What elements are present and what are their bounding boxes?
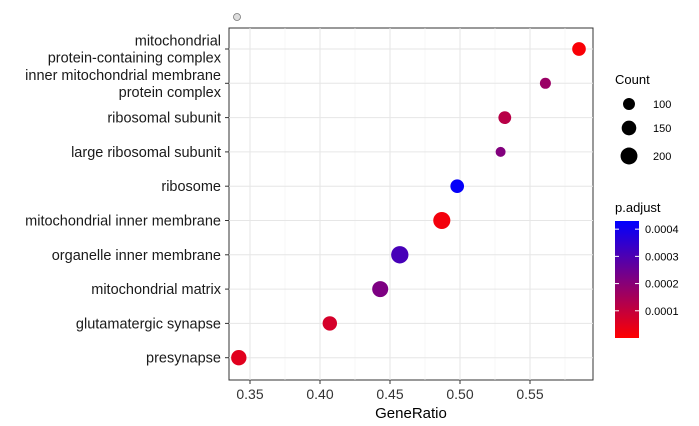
color-legend-label: 0.0003	[645, 251, 679, 263]
y-tick-label: inner mitochondrial membrane	[25, 68, 221, 84]
data-point	[231, 350, 247, 366]
y-tick-label: protein complex	[119, 85, 222, 101]
y-tick-label: presynapse	[146, 351, 221, 367]
x-axis-ticks	[249, 380, 531, 384]
size-legend-label: 200	[653, 151, 671, 163]
y-tick-label: ribosome	[161, 179, 221, 195]
x-axis-labels: 0.35 0.40 0.45 0.50 0.55	[236, 386, 543, 402]
panel-border	[228, 27, 594, 381]
major-gridlines	[229, 28, 593, 380]
color-legend-label: 0.0002	[645, 279, 679, 291]
color-legend-bar	[615, 221, 639, 338]
minor-gridlines	[284, 28, 566, 380]
y-tick-label: mitochondrial inner membrane	[25, 214, 221, 230]
y-tick-label: organelle inner membrane	[52, 248, 221, 264]
size-legend-dot	[620, 147, 638, 165]
size-legend-label: 100	[653, 99, 671, 111]
color-legend-label: 0.0001	[645, 306, 679, 318]
data-point	[495, 146, 506, 157]
small-circle-icon	[233, 13, 241, 21]
y-tick-label: mitochondrial matrix	[91, 282, 221, 298]
color-legend-title: p.adjust	[615, 200, 661, 215]
y-tick-label: protein-containing complex	[48, 51, 222, 67]
color-legend-label: 0.0004	[645, 224, 679, 236]
data-point	[391, 246, 409, 264]
y-axis-ticks	[225, 48, 229, 359]
color-legend-ticks: 0.0004 0.0003 0.0002 0.0001	[615, 224, 679, 318]
size-legend: Count 100 150 200	[615, 72, 671, 165]
size-legend-dot	[621, 120, 637, 136]
x-tick-label: 0.40	[306, 386, 333, 402]
plot-panel	[228, 27, 594, 381]
x-tick-label: 0.50	[446, 386, 473, 402]
x-axis-title: GeneRatio	[375, 405, 447, 422]
data-point	[572, 42, 586, 56]
x-tick-label: 0.55	[516, 386, 543, 402]
data-point	[372, 281, 389, 298]
y-tick-label: ribosomal subunit	[107, 111, 221, 127]
y-tick-label: large ribosomal subunit	[71, 145, 221, 161]
data-point	[450, 179, 465, 194]
size-legend-entries: 100 150 200	[620, 98, 671, 165]
size-legend-dot	[623, 98, 635, 110]
data-points	[231, 42, 586, 366]
y-tick-label: glutamatergic synapse	[76, 316, 221, 332]
size-legend-title: Count	[615, 72, 650, 87]
data-point	[498, 111, 512, 125]
data-point	[433, 211, 451, 230]
data-point	[322, 316, 337, 331]
x-tick-label: 0.35	[236, 386, 263, 402]
x-tick-label: 0.45	[376, 386, 403, 402]
color-legend: p.adjust 0.0004 0.0003 0.0002 0.0001	[615, 200, 679, 338]
y-tick-label: mitochondrial	[135, 34, 221, 50]
size-legend-label: 150	[653, 123, 671, 135]
data-point	[539, 77, 551, 89]
